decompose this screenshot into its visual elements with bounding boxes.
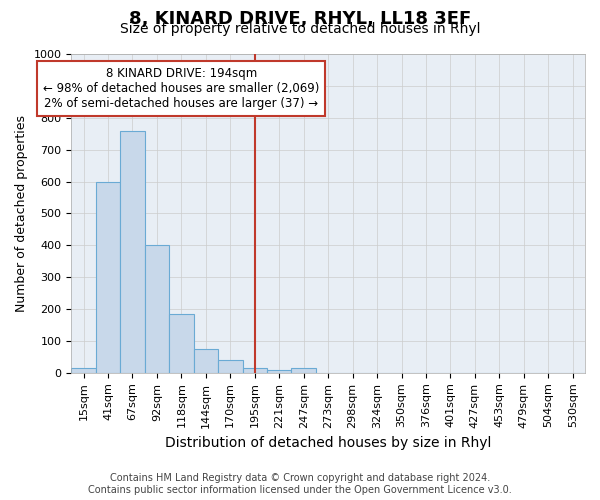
Bar bbox=[194, 349, 218, 373]
Bar bbox=[169, 314, 194, 373]
Text: 8 KINARD DRIVE: 194sqm
← 98% of detached houses are smaller (2,069)
2% of semi-d: 8 KINARD DRIVE: 194sqm ← 98% of detached… bbox=[43, 67, 320, 110]
Bar bbox=[71, 368, 96, 373]
X-axis label: Distribution of detached houses by size in Rhyl: Distribution of detached houses by size … bbox=[165, 436, 491, 450]
Text: Size of property relative to detached houses in Rhyl: Size of property relative to detached ho… bbox=[120, 22, 480, 36]
Y-axis label: Number of detached properties: Number of detached properties bbox=[15, 115, 28, 312]
Bar bbox=[96, 182, 120, 373]
Bar bbox=[267, 370, 292, 373]
Text: 8, KINARD DRIVE, RHYL, LL18 3EF: 8, KINARD DRIVE, RHYL, LL18 3EF bbox=[129, 10, 471, 28]
Bar bbox=[120, 130, 145, 373]
Text: Contains HM Land Registry data © Crown copyright and database right 2024.
Contai: Contains HM Land Registry data © Crown c… bbox=[88, 474, 512, 495]
Bar bbox=[292, 368, 316, 373]
Bar bbox=[218, 360, 242, 373]
Bar bbox=[145, 246, 169, 373]
Bar bbox=[242, 368, 267, 373]
